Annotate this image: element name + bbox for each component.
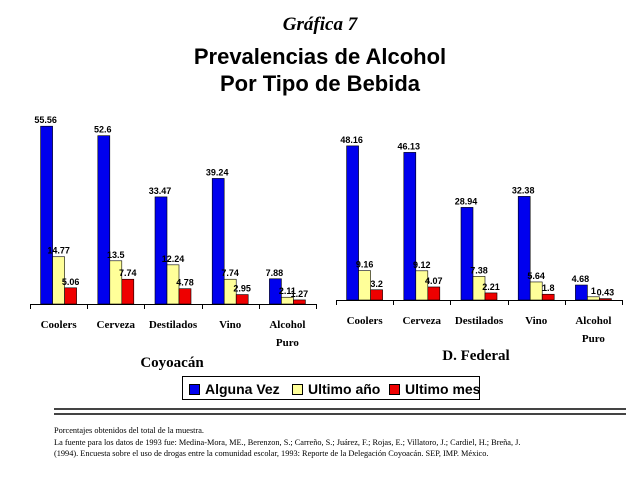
d-federal-bar-ultimo-mes-2 (484, 292, 498, 301)
coyoacan-tick-label-3-0: Vino (219, 319, 242, 331)
d-federal-chart-title: D. Federal (442, 348, 509, 364)
coyoacan-label-ultimo-ano-2: 12.24 (162, 254, 185, 264)
chart-title-line2: Por Tipo de Bebida (219, 71, 421, 96)
legend-item-ultimo-mes: Ultimo mes (389, 380, 480, 398)
legend-item-alguna-vez: Alguna Vez (189, 380, 280, 398)
d-federal-bar-ultimo-mes-0 (370, 289, 383, 301)
d-federal-bar-alguna-vez-2 (460, 207, 474, 301)
d-federal-bar-ultimo-ano-0 (358, 270, 371, 301)
coyoacan-bar-ultimo-mes-3 (235, 294, 249, 305)
footnote-line3: (1994). Encuesta sobre el uso de drogas … (54, 449, 489, 458)
d-federal-tick-label-3-0: Vino (525, 315, 548, 327)
coyoacan-label-ultimo-mes-4: 1.27 (291, 289, 309, 299)
d-federal-label-ultimo-ano-1: 9.12 (413, 260, 431, 270)
coyoacan-label-ultimo-ano-1: 13.5 (107, 250, 125, 260)
coyoacan-bar-alguna-vez-0 (40, 125, 53, 305)
coyoacan-bar-alguna-vez-4 (269, 278, 282, 305)
coyoacan-chart-title: Coyoacán (140, 355, 204, 371)
coyoacan-label-ultimo-mes-0: 5.06 (62, 277, 80, 287)
d-federal-label-ultimo-mes-2: 2.21 (482, 282, 500, 292)
coyoacan-bar-ultimo-ano-0 (52, 256, 65, 305)
coyoacan-label-alguna-vez-1: 52.6 (94, 125, 112, 135)
d-federal-tick-label-4-0: Alcohol (575, 315, 611, 327)
legend-swatch-ultimo-ano (292, 383, 303, 395)
divider-top (54, 408, 626, 410)
d-federal-label-ultimo-ano-3: 5.64 (527, 271, 545, 281)
d-federal-label-alguna-vez-2: 28.94 (455, 196, 478, 206)
coyoacan-bar-alguna-vez-1 (97, 135, 111, 305)
footnote-line2: La fuente para los datos de 1993 fue: Me… (54, 437, 521, 447)
d-federal-bar-ultimo-mes-3 (541, 293, 555, 301)
d-federal-label-ultimo-ano-2: 7.38 (470, 265, 488, 275)
d-federal-label-ultimo-ano-0: 9.16 (356, 260, 374, 270)
coyoacan-label-ultimo-mes-2: 4.78 (176, 278, 194, 288)
d-federal-bar-ultimo-mes-1 (427, 286, 441, 301)
chart-title-line1: Prevalencias de Alcohol (193, 44, 447, 69)
coyoacan-label-ultimo-mes-3: 2.95 (233, 284, 251, 294)
coyoacan-tick-label-2-0: Destilados (149, 319, 198, 331)
coyoacan-axis-ticks (30, 304, 317, 309)
d-federal-label-alguna-vez-3: 32.38 (512, 185, 535, 195)
d-federal-label-ultimo-ano-4: 1 (591, 286, 596, 296)
d-federal-label-alguna-vez-4: 4.68 (572, 274, 590, 284)
coyoacan-tick-label-1-0: Cerveza (97, 319, 136, 331)
coyoacan-label-alguna-vez-2: 33.47 (149, 186, 172, 196)
legend-label-ultimo-ano: Ultimo año (308, 381, 381, 397)
d-federal-label-ultimo-mes-3: 1.8 (542, 283, 555, 293)
legend-swatch-alguna-vez (189, 383, 200, 395)
d-federal-bar-alguna-vez-1 (403, 152, 417, 301)
coyoacan-tick-label-4-1: Puro (276, 337, 300, 349)
coyoacan-bar-ultimo-mes-4 (293, 299, 306, 305)
coyoacan-bar-alguna-vez-3 (211, 178, 225, 305)
coyoacan-label-ultimo-ano-4: 2.11 (279, 286, 296, 296)
coyoacan-label-ultimo-mes-1: 7.74 (119, 268, 137, 278)
coyoacan-bar-ultimo-mes-0 (64, 287, 77, 305)
coyoacan-bar-ultimo-ano-3 (223, 278, 237, 305)
coyoacan-tick-label-0-0: Coolers (41, 319, 78, 331)
figure-label: Gráfica 7 (282, 14, 358, 35)
d-federal-bar-ultimo-ano-3 (529, 281, 543, 301)
coyoacan-bar-ultimo-ano-2 (166, 264, 180, 305)
d-federal-tick-label-4-1: Puro (582, 333, 606, 345)
d-federal-label-ultimo-mes-1: 4.07 (425, 276, 443, 286)
coyoacan-bar-ultimo-mes-2 (178, 288, 192, 305)
legend: Alguna Vez Ultimo año Ultimo mes (182, 376, 480, 400)
footnote-line1: Porcentajes obtenidos del total de la mu… (54, 426, 204, 435)
d-federal-tick-label-1-0: Cerveza (403, 315, 442, 327)
legend-label-alguna-vez: Alguna Vez (205, 381, 280, 397)
coyoacan-bar-alguna-vez-2 (154, 196, 168, 305)
divider-bottom (54, 413, 626, 415)
d-federal-label-alguna-vez-1: 46.13 (398, 141, 421, 151)
d-federal-label-ultimo-mes-0: 3.2 (370, 279, 383, 289)
d-federal-bar-alguna-vez-0 (346, 145, 359, 301)
d-federal-label-alguna-vez-0: 48.16 (340, 135, 363, 145)
legend-item-ultimo-ano: Ultimo año (292, 380, 380, 398)
coyoacan-label-ultimo-ano-0: 14.77 (47, 246, 70, 256)
coyoacan-bar-ultimo-mes-1 (121, 278, 135, 305)
coyoacan-label-ultimo-ano-3: 7.74 (221, 268, 239, 278)
coyoacan-label-alguna-vez-0: 55.56 (34, 115, 57, 125)
coyoacan-tick-label-4-0: Alcohol (269, 319, 305, 331)
d-federal-bar-ultimo-ano-1 (415, 270, 429, 301)
d-federal-bar-ultimo-ano-2 (472, 276, 486, 301)
d-federal-tick-label-0-0: Coolers (347, 315, 384, 327)
d-federal-axis-ticks (336, 300, 623, 305)
d-federal-bar-alguna-vez-3 (517, 196, 531, 301)
legend-label-ultimo-mes: Ultimo mes (405, 381, 481, 397)
legend-swatch-ultimo-mes (389, 383, 400, 395)
coyoacan-label-alguna-vez-4: 7.88 (266, 268, 284, 278)
coyoacan-label-alguna-vez-3: 39.24 (206, 167, 229, 177)
d-federal-bar-ultimo-mes-4 (599, 298, 612, 301)
d-federal-tick-label-2-0: Destilados (455, 315, 504, 327)
d-federal-bar-alguna-vez-4 (575, 284, 588, 301)
d-federal-label-ultimo-mes-4: 0.43 (597, 288, 615, 298)
footnote: Porcentajes obtenidos del total de la mu… (54, 425, 634, 460)
